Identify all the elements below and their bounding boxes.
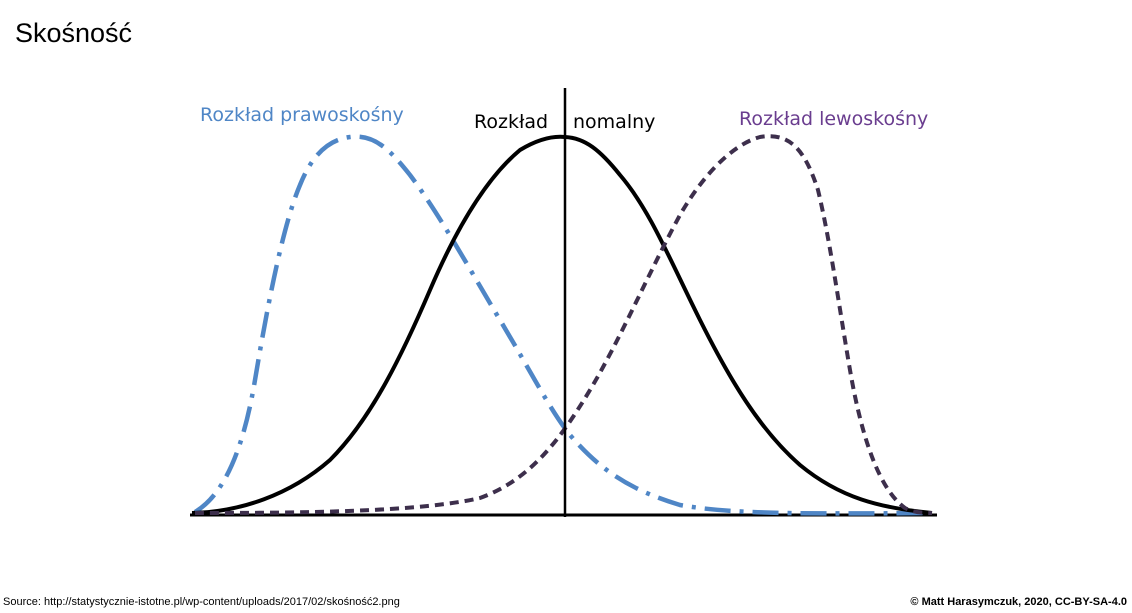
right-skewed-label: Rozkład prawoskośny <box>200 104 404 126</box>
normal-label-left: Rozkład <box>474 111 548 133</box>
left-skewed-curve <box>194 134 933 515</box>
source-citation: Source: http://statystycznie-istotne.pl/… <box>3 596 400 608</box>
slide-title: Skośność <box>15 18 133 48</box>
skewness-diagram: Rozkład prawoskośny Rozkład nomalny Rozk… <box>190 88 937 517</box>
normal-label-right: nomalny <box>573 111 655 133</box>
left-skewed-label: Rozkład lewoskośny <box>739 108 928 130</box>
right-skewed-curve <box>193 134 931 516</box>
normal-curve <box>191 134 933 515</box>
copyright-credit: © Matt Harasymczuk, 2020, CC-BY-SA-4.0 <box>910 596 1127 608</box>
